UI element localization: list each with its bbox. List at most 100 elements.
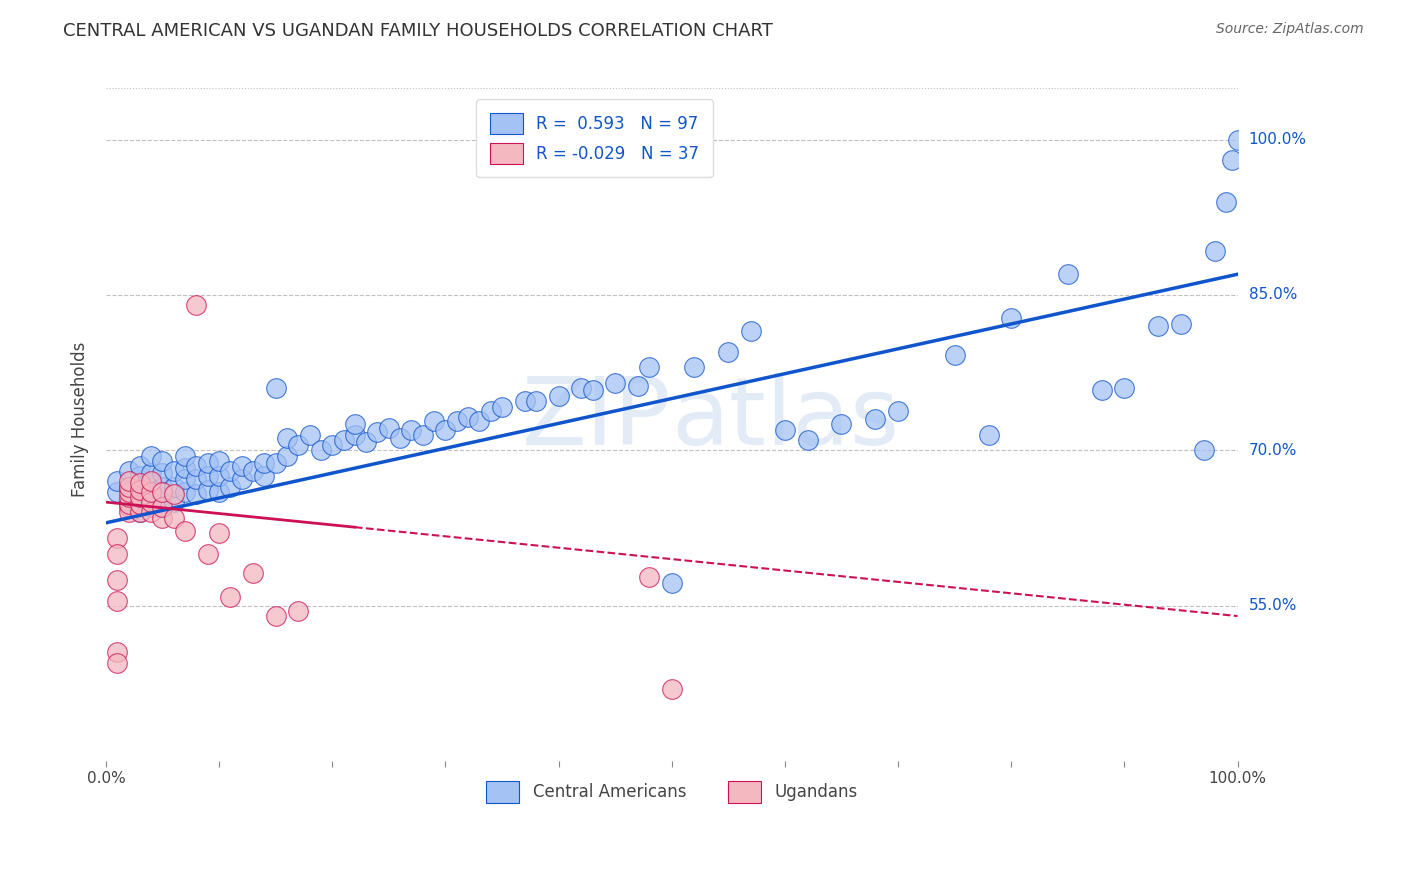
Point: [1226, 132, 1249, 146]
Point: [977, 427, 1000, 442]
Point: [208, 453, 231, 467]
Point: [605, 376, 627, 390]
Point: [117, 495, 139, 509]
Point: [343, 427, 366, 442]
Point: [128, 469, 150, 483]
Text: 55.0%: 55.0%: [1249, 599, 1296, 613]
Point: [887, 404, 910, 418]
Point: [197, 469, 219, 483]
Point: [253, 469, 276, 483]
Point: [830, 417, 852, 432]
Point: [208, 484, 231, 499]
Point: [524, 393, 547, 408]
Point: [105, 484, 128, 499]
Point: [174, 484, 197, 499]
Point: [141, 476, 163, 491]
Point: [287, 604, 309, 618]
Point: [457, 410, 479, 425]
Point: [366, 425, 388, 439]
Text: ZIP: ZIP: [522, 373, 672, 466]
Point: [479, 404, 502, 418]
Point: [276, 431, 298, 445]
Point: [231, 472, 253, 486]
Point: [163, 495, 186, 509]
Point: [152, 490, 174, 504]
Legend: Central Americans, Ugandans: Central Americans, Ugandans: [474, 770, 869, 814]
Point: [773, 423, 796, 437]
Point: [1147, 319, 1170, 334]
Point: [242, 464, 264, 478]
Point: [717, 345, 740, 359]
Point: [197, 483, 219, 497]
Point: [128, 476, 150, 491]
Point: [1220, 153, 1243, 168]
Point: [163, 510, 186, 524]
Point: [354, 435, 377, 450]
Point: [219, 464, 242, 478]
Point: [796, 433, 818, 447]
Point: [627, 379, 650, 393]
Point: [152, 453, 174, 467]
Point: [105, 645, 128, 659]
Text: 85.0%: 85.0%: [1249, 287, 1296, 302]
Point: [152, 500, 174, 515]
Point: [117, 500, 139, 515]
Point: [128, 483, 150, 497]
Point: [208, 526, 231, 541]
Point: [128, 490, 150, 504]
Point: [128, 506, 150, 520]
Point: [547, 389, 569, 403]
Point: [117, 464, 139, 478]
Point: [117, 480, 139, 494]
Point: [865, 412, 887, 426]
Point: [128, 458, 150, 473]
Point: [264, 381, 287, 395]
Point: [105, 656, 128, 670]
Point: [1056, 267, 1078, 281]
Point: [332, 433, 354, 447]
Point: [117, 475, 139, 489]
Point: [1204, 244, 1226, 259]
Point: [740, 324, 762, 338]
Point: [186, 298, 208, 312]
Point: [174, 524, 197, 538]
Point: [287, 438, 309, 452]
Point: [638, 570, 661, 584]
Point: [219, 591, 242, 605]
Point: [105, 593, 128, 607]
Point: [378, 420, 401, 434]
Point: [1000, 310, 1022, 325]
Point: [1192, 443, 1215, 458]
Point: [152, 484, 174, 499]
Text: 70.0%: 70.0%: [1249, 442, 1296, 458]
Point: [401, 423, 423, 437]
Point: [128, 497, 150, 511]
Point: [468, 414, 491, 428]
Point: [231, 458, 253, 473]
Point: [683, 360, 706, 375]
Point: [423, 414, 446, 428]
Point: [1215, 194, 1237, 209]
Point: [446, 414, 468, 428]
Point: [163, 464, 186, 478]
Point: [264, 456, 287, 470]
Point: [163, 487, 186, 501]
Point: [343, 417, 366, 432]
Point: [186, 472, 208, 486]
Point: [141, 500, 163, 515]
Point: [513, 393, 536, 408]
Point: [105, 573, 128, 587]
Point: [141, 475, 163, 489]
Point: [141, 495, 163, 509]
Point: [197, 456, 219, 470]
Point: [117, 484, 139, 499]
Point: [412, 427, 434, 442]
Point: [638, 360, 661, 375]
Point: [128, 490, 150, 504]
Point: [152, 500, 174, 515]
Point: [197, 547, 219, 561]
Point: [298, 427, 321, 442]
Point: [141, 506, 163, 520]
Text: 100.0%: 100.0%: [1249, 132, 1306, 147]
Point: [389, 431, 412, 445]
